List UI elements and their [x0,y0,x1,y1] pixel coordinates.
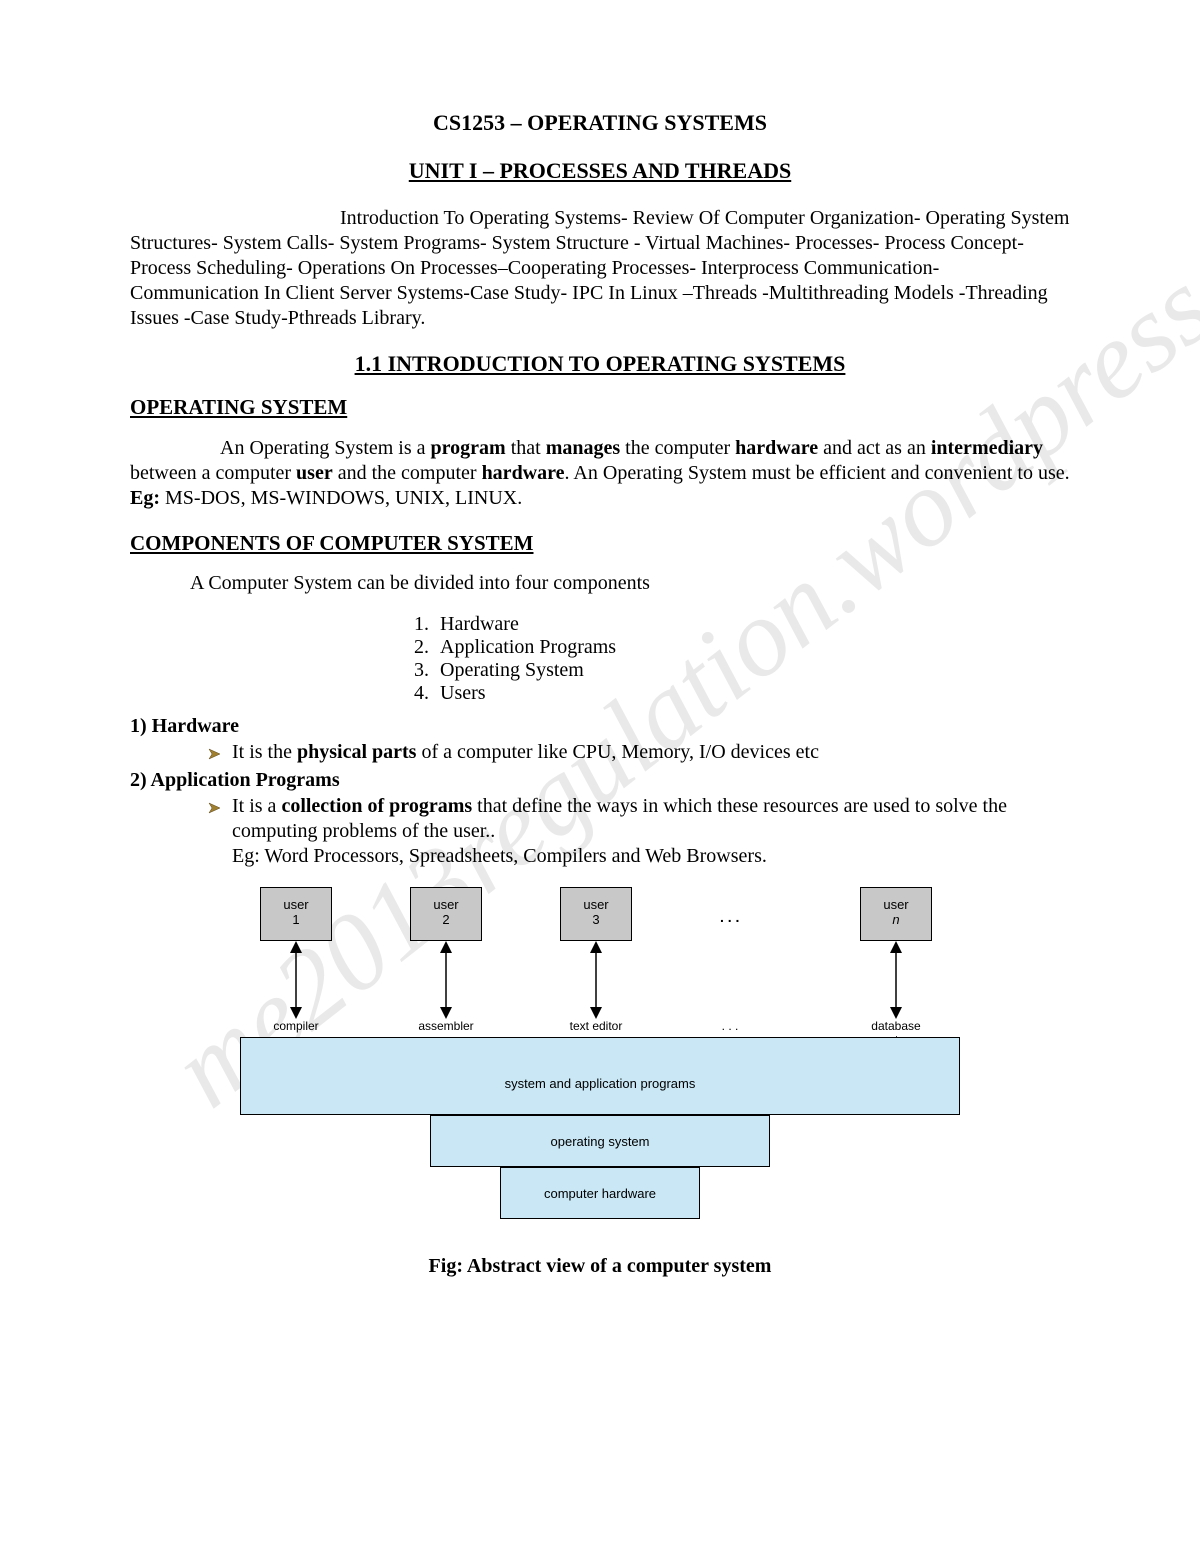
figure-caption: Fig: Abstract view of a computer system [220,1255,980,1278]
hardware-bullet-text: It is the physical parts of a computer l… [232,740,1070,765]
abstract-view-diagram: user1 user2 user3 usern . . . compiler assembl… [220,887,980,1278]
app-programs-bullet: It is a collection of programs that defi… [208,794,1070,869]
components-intro: A Computer System can be divided into fo… [190,572,1070,595]
intro-paragraph: Introduction To Operating Systems- Revie… [130,206,1070,331]
intro-paragraph-text: Introduction To Operating Systems- Revie… [130,207,1069,329]
diagram-user-box: user2 [410,887,482,941]
diagram-user-box: user1 [260,887,332,941]
subheading-operating-system: OPERATING SYSTEM [130,395,1070,420]
diagram-user-box: user3 [560,887,632,941]
arrow-bullet-icon [208,744,222,767]
diagram-app-label: . . . [680,1019,780,1033]
os-definition-paragraph: An Operating System is a program that ma… [130,436,1070,511]
arrow-bullet-icon [208,798,222,821]
app-programs-heading: 2) Application Programs [130,769,1070,792]
hardware-heading: 1) Hardware [130,715,1070,738]
components-ordered-list: Hardware Application Programs Operating … [410,613,1070,705]
list-item: Application Programs [434,636,1070,659]
diagram-hardware-block: computer hardware [500,1167,700,1219]
hardware-bullet: It is the physical parts of a computer l… [208,740,1070,767]
diagram-app-label: assembler [396,1019,496,1033]
list-item: Hardware [434,613,1070,636]
diagram-ellipsis: . . . [720,909,739,925]
list-item: Operating System [434,659,1070,682]
diagram-user-box: usern [860,887,932,941]
unit-title: UNIT I – PROCESSES AND THREADS [130,158,1070,184]
app-programs-bullet-text: It is a collection of programs that defi… [232,794,1070,869]
course-title: CS1253 – OPERATING SYSTEMS [130,110,1070,136]
section-1-1-heading: 1.1 INTRODUCTION TO OPERATING SYSTEMS [130,351,1070,377]
diagram-system-programs-block: system and application programs [240,1037,960,1115]
diagram-app-label: compiler [246,1019,346,1033]
diagram-os-block: operating system [430,1115,770,1167]
list-item: Users [434,682,1070,705]
subheading-components: COMPONENTS OF COMPUTER SYSTEM [130,531,1070,556]
diagram-app-label: text editor [546,1019,646,1033]
